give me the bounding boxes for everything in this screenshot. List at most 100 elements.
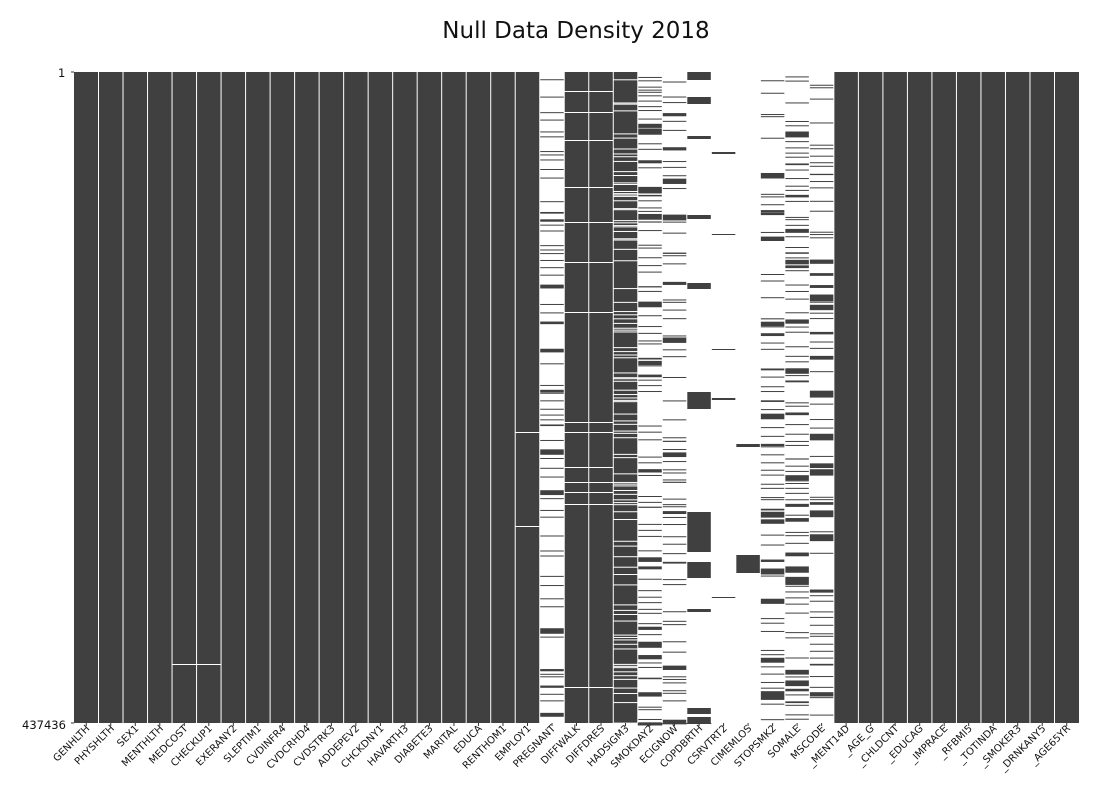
segment-HADSIGM3 <box>613 437 638 439</box>
segment-STOPSMK2 <box>760 657 785 663</box>
segment-ECIGNOW <box>662 536 687 538</box>
segment-HADSIGM3 <box>613 473 638 475</box>
segment-SOMALE <box>784 458 810 460</box>
segment-PREGNANT <box>539 201 565 203</box>
column-PHYSHLTH <box>98 72 124 723</box>
segment-STOPSMK2 <box>760 236 785 241</box>
segment-SOMALE <box>784 688 810 692</box>
segment-STOPSMK2 <box>760 483 785 485</box>
segment-STOPSMK2 <box>760 575 785 577</box>
segment-MSCODE <box>809 438 834 440</box>
segment-SMOKDAY2 <box>637 265 663 267</box>
segment-SMOKDAY2 <box>637 143 663 145</box>
column-_AGE_G <box>858 72 883 723</box>
segment-STOPSMK2 <box>760 443 785 447</box>
segment-PREGNANT <box>539 498 565 500</box>
column-_AGE65YR <box>1054 72 1079 723</box>
segment-HADSIGM3 <box>613 671 638 673</box>
segment-MSCODE <box>809 692 834 697</box>
segment-SOMALE <box>784 487 810 489</box>
segment-PREGNANT <box>539 131 565 133</box>
segment-SOMALE <box>784 475 810 481</box>
segment-PREGNANT <box>539 458 565 460</box>
segment-STOPSMK2 <box>760 630 785 632</box>
segment-HADSIGM3 <box>613 329 638 331</box>
segment-DIFFWALK <box>564 222 589 223</box>
segment-SMOKDAY2 <box>637 118 663 120</box>
segment-SMOKDAY2 <box>637 496 663 498</box>
segment-SOMALE <box>784 531 810 533</box>
segment-HADSIGM3 <box>613 225 638 227</box>
segment-CSRVTRT2 <box>711 597 736 598</box>
column-_RFBMI5 <box>956 72 981 723</box>
segment-SOMALE <box>784 482 810 484</box>
segment-SMOKDAY2 <box>637 602 663 604</box>
segment-COPDBRTH <box>686 215 712 219</box>
column-_SMOKER3 <box>1005 72 1030 723</box>
segment-ECIGNOW <box>662 232 687 234</box>
column-CVDINFR4 <box>270 72 295 723</box>
segment-PREGNANT <box>539 628 565 634</box>
segment-HADSIGM3 <box>613 110 638 112</box>
segment-ECIGNOW <box>662 561 687 564</box>
segment-SMOKDAY2 <box>637 535 663 537</box>
segment-STOPSMK2 <box>760 703 785 705</box>
segment-DIFFWALK <box>564 467 589 468</box>
segment-ECIGNOW <box>662 543 687 545</box>
segment-STOPSMK2 <box>760 427 785 429</box>
segment-SOMALE <box>784 169 810 171</box>
segment-ECIGNOW <box>662 337 687 343</box>
segment-SMOKDAY2 <box>637 301 663 308</box>
segment-SMOKDAY2 <box>637 189 663 194</box>
segment-ECIGNOW <box>662 624 687 626</box>
segment-DIFFDRES <box>588 467 614 468</box>
segment-HADSIGM3 <box>613 200 638 202</box>
column-CVDSTRK3 <box>319 72 344 723</box>
column-SLEPTIM1 <box>245 72 271 723</box>
segment-SMOKDAY2 <box>637 523 663 525</box>
y-top-label: 1 <box>58 66 66 80</box>
column-HAVARTH3 <box>392 72 418 723</box>
segment-PREGNANT <box>539 177 565 179</box>
segment-PREGNANT <box>539 636 565 638</box>
segment-SMOKDAY2 <box>637 550 663 552</box>
segment-HADSIGM3 <box>613 687 638 689</box>
column-CHECKUP1 <box>196 72 222 723</box>
segment-ECIGNOW <box>662 301 687 303</box>
segment-HADSIGM3 <box>613 314 638 316</box>
segment-PREGNANT <box>539 384 565 386</box>
segment-SOMALE <box>784 265 810 269</box>
segment-SOMALE <box>784 683 810 687</box>
segment-PREGNANT <box>539 585 565 587</box>
column-CIMEMLOS <box>735 72 761 723</box>
segment-SMOKDAY2 <box>637 379 663 381</box>
segment-MSCODE <box>809 650 834 652</box>
segment-HADSIGM3 <box>613 322 638 324</box>
segment-PREGNANT <box>539 685 565 688</box>
segment-COPDBRTH <box>686 562 712 578</box>
segment-SMOKDAY2 <box>637 709 663 711</box>
column-ADDEPEV2 <box>343 72 369 723</box>
segment-SOMALE <box>784 380 810 383</box>
segment-MSCODE <box>809 237 834 239</box>
segment-ECIGNOW <box>662 611 687 613</box>
segment-PREGNANT <box>539 419 565 421</box>
segment-SMOKDAY2 <box>637 89 663 91</box>
segment-SOMALE <box>784 163 810 166</box>
segment-DIFFWALK <box>564 112 589 113</box>
segment-HADSIGM3 <box>613 485 638 487</box>
segment-ECIGNOW <box>662 700 687 702</box>
segment-SMOKDAY2 <box>637 271 663 273</box>
segment-SMOKDAY2 <box>637 290 663 292</box>
segment-SMOKDAY2 <box>637 634 663 636</box>
segment-PREGNANT <box>539 700 565 702</box>
segment-STOPSMK2 <box>760 297 785 299</box>
segment-SMOKDAY2 <box>637 148 663 150</box>
segment-STOPSMK2 <box>760 413 785 420</box>
column-CSRVTRT2 <box>711 72 736 723</box>
segment-SOMALE <box>784 444 810 446</box>
segment-HADSIGM3 <box>613 481 638 483</box>
segment-SMOKDAY2 <box>637 365 663 367</box>
segment-MSCODE <box>809 663 834 666</box>
segment-STOPSMK2 <box>760 172 785 179</box>
